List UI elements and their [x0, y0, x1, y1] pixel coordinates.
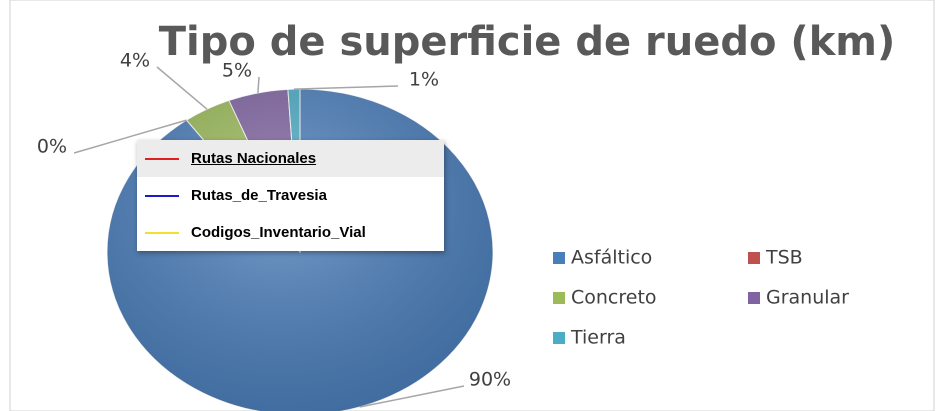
data-label: 5% — [222, 60, 252, 82]
layer-line-icon — [145, 194, 179, 197]
legend-swatch — [553, 292, 565, 304]
chart-title: Tipo de superficie de ruedo (km) — [159, 19, 896, 65]
legend-swatch — [748, 252, 760, 264]
layer-label: Codigos_Inventario_Vial — [191, 224, 366, 241]
layer-label: Rutas_de_Travesia — [191, 187, 327, 204]
layer-label: Rutas Nacionales — [191, 150, 317, 167]
leader-line — [257, 76, 260, 93]
leader-line — [73, 119, 187, 154]
data-label: 4% — [120, 50, 150, 72]
leader-line — [359, 385, 465, 408]
legend-label: Tierra — [570, 327, 626, 349]
leader-line — [156, 66, 208, 110]
legend-swatch — [553, 252, 565, 264]
layer-list[interactable]: Rutas Nacionales Rutas_de_Travesia Codigos… — [137, 140, 444, 251]
layer-line-icon — [145, 157, 179, 160]
legend-label: Granular — [766, 287, 849, 309]
data-label: 1% — [409, 69, 439, 91]
legend-swatch — [553, 332, 565, 344]
leader-line — [293, 85, 399, 90]
layer-item[interactable]: Rutas Nacionales — [137, 140, 444, 177]
data-label: 0% — [37, 136, 67, 158]
data-label: 90% — [469, 369, 511, 391]
legend-label: TSB — [765, 247, 803, 269]
legend-label: Concreto — [571, 287, 657, 309]
legend-label: Asfáltico — [571, 247, 652, 269]
legend-swatch — [748, 292, 760, 304]
layer-item[interactable]: Codigos_Inventario_Vial — [137, 214, 444, 251]
layer-item[interactable]: Rutas_de_Travesia — [137, 177, 444, 214]
layer-line-icon — [145, 231, 179, 234]
